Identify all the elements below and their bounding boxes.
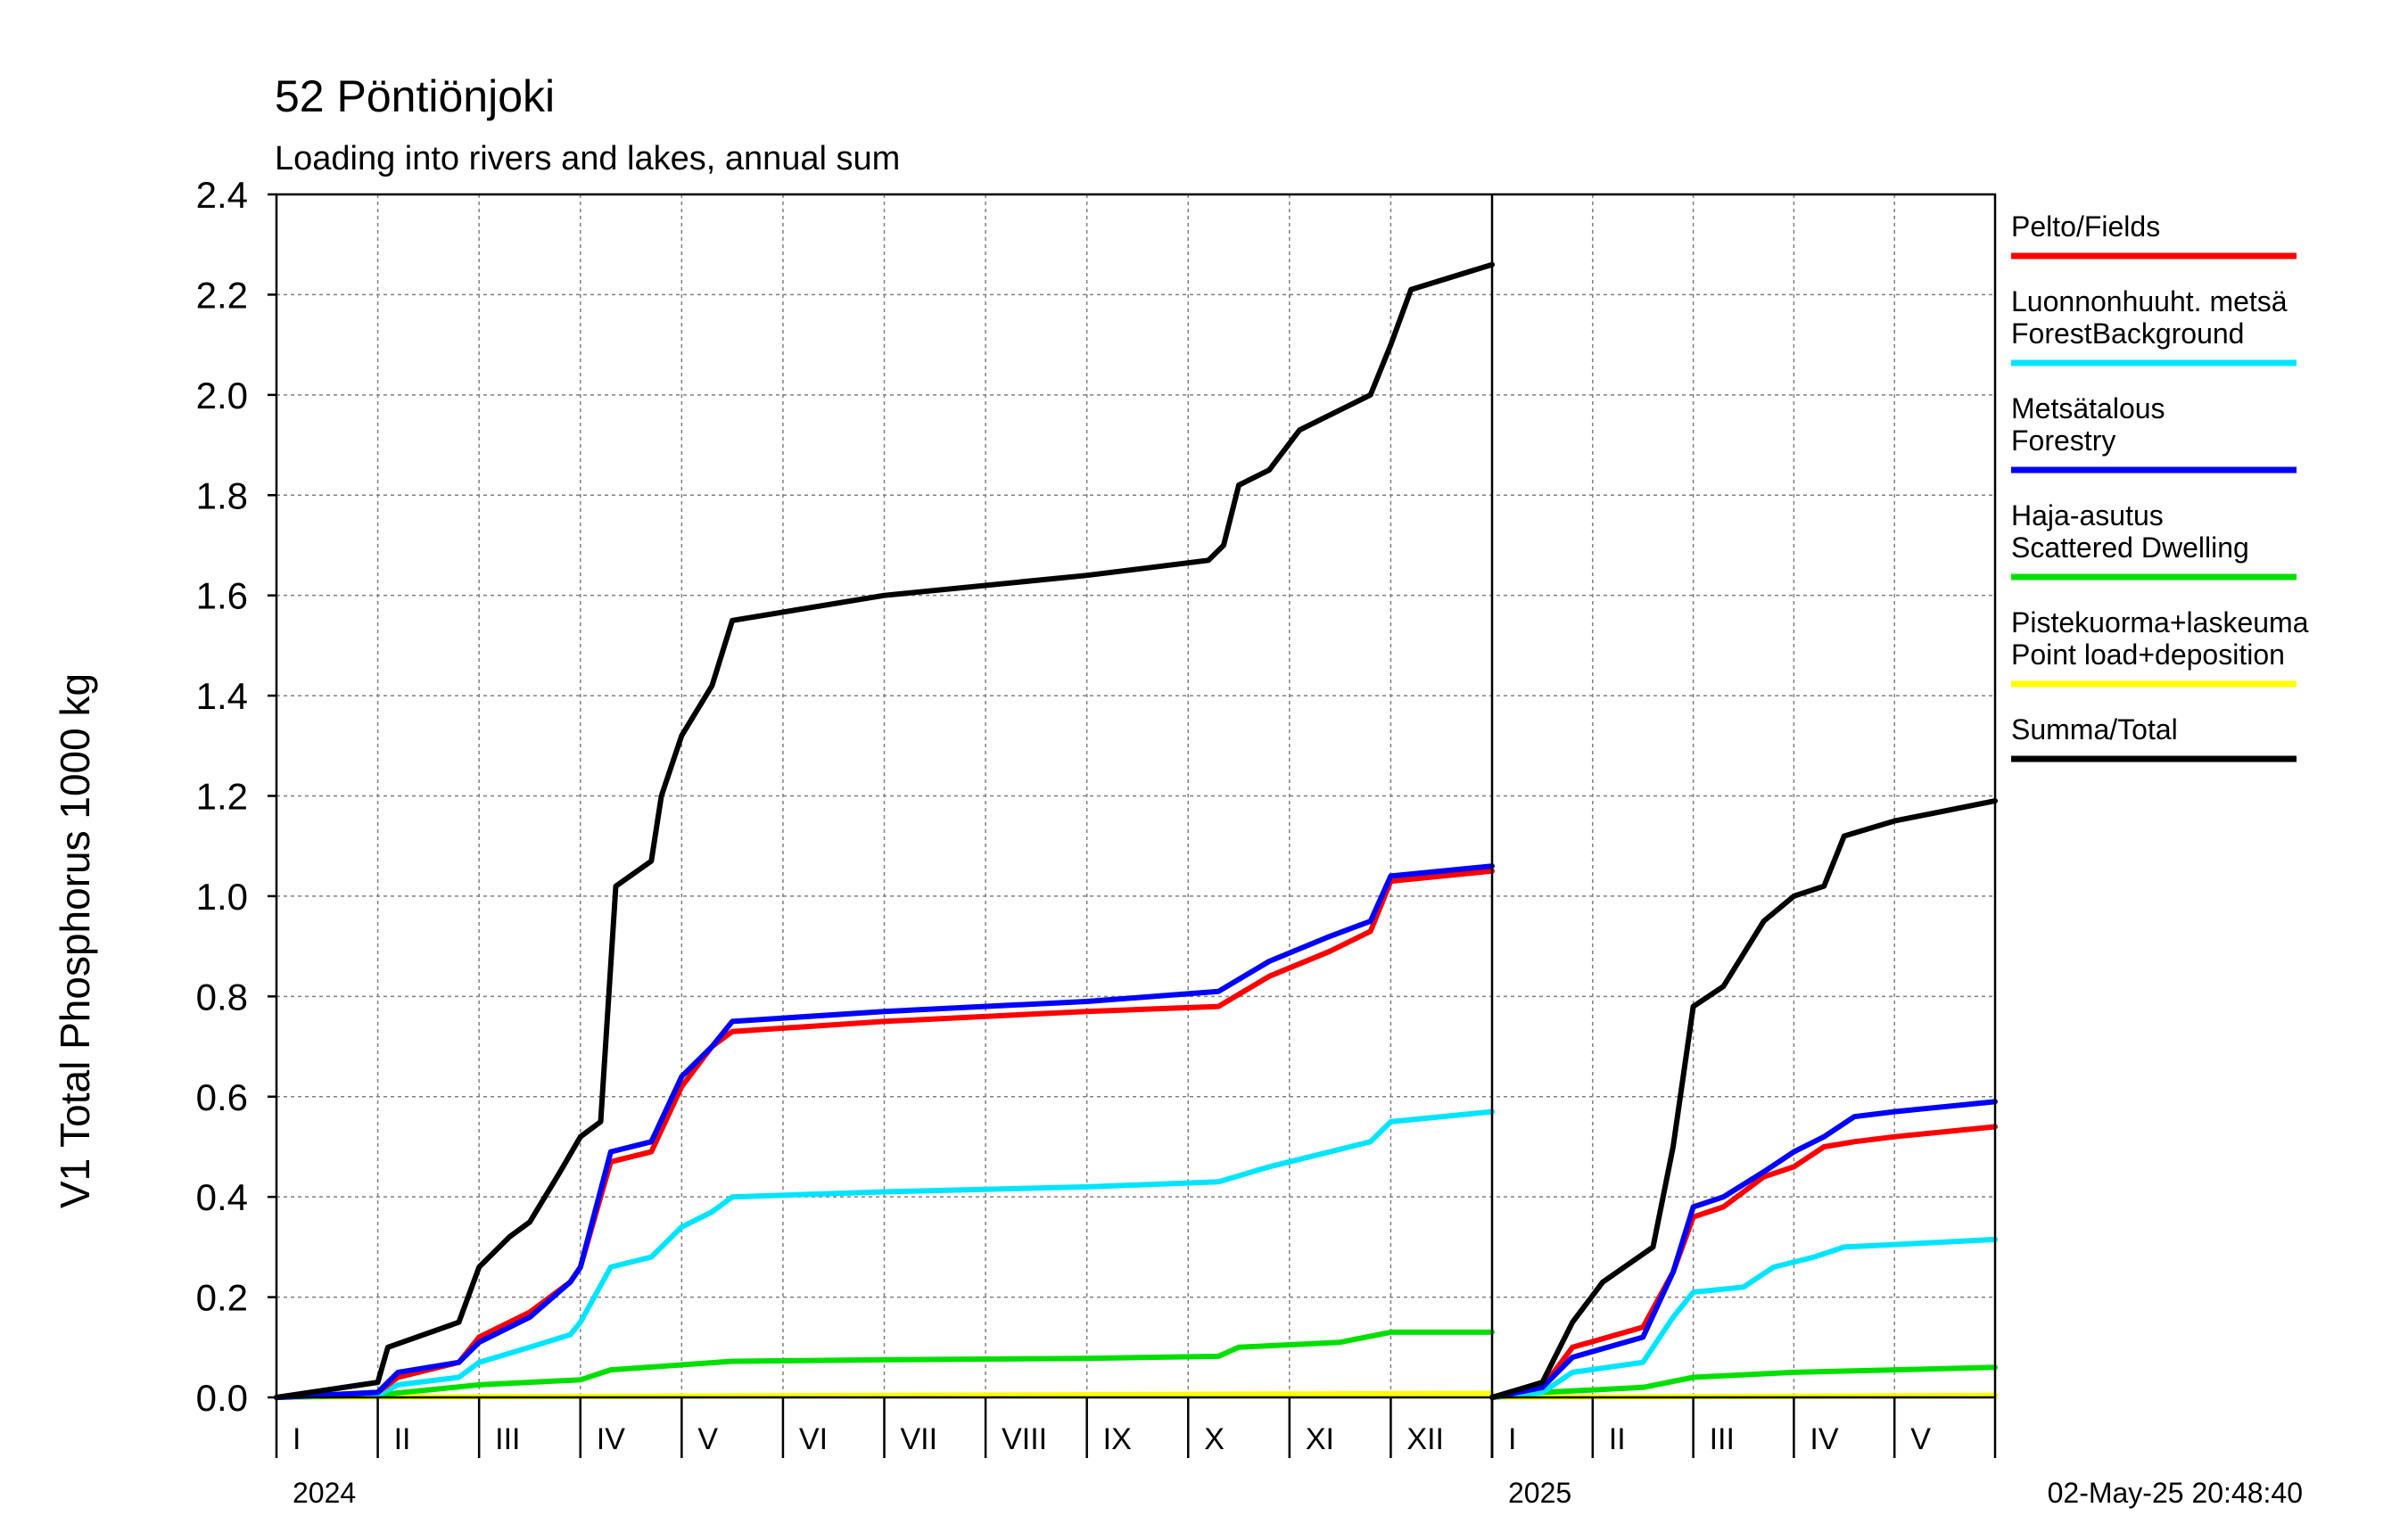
y-tick-label: 0.8: [196, 976, 248, 1018]
month-label: V: [697, 1422, 718, 1456]
y-tick-label: 2.4: [196, 174, 248, 216]
month-label: II: [394, 1422, 411, 1456]
series-scattered-dwelling-2025: [1489, 1364, 1998, 1400]
y-tick-label: 0.6: [196, 1076, 248, 1118]
legend-label: Luonnonhuuht. metsä: [2011, 285, 2288, 317]
legend-label: Haja-asutus: [2011, 499, 2164, 531]
legend: Pelto/Fields Luonnonhuuht. metsäForestBac…: [2011, 210, 2309, 762]
month-label: IX: [1103, 1422, 1132, 1456]
month-label: VII: [901, 1422, 938, 1456]
y-tick-label: 0.4: [196, 1176, 248, 1218]
month-label: X: [1204, 1422, 1225, 1456]
series-forestry-2024: [274, 863, 1495, 1400]
month-label: XII: [1406, 1422, 1444, 1456]
y-axis-label: V1 Total Phosphorus 1000 kg: [52, 673, 98, 1208]
series-scattered-dwelling-2024: [274, 1329, 1495, 1400]
y-tick-label: 1.8: [196, 474, 248, 516]
plot-frame: [275, 193, 1997, 1458]
legend-label: Pistekuorma+laskeuma: [2011, 606, 2309, 639]
grid: [276, 194, 1995, 1398]
legend-label: Pelto/Fields: [2011, 210, 2160, 243]
y-tick-label: 1.2: [196, 776, 248, 818]
month-label: VIII: [1002, 1422, 1047, 1456]
legend-label: Summa/Total: [2011, 713, 2178, 746]
y-tick-label: 2.0: [196, 375, 248, 416]
month-label: III: [495, 1422, 520, 1456]
y-tick-label: 2.2: [196, 274, 248, 316]
legend-label: Scattered Dwelling: [2011, 531, 2249, 564]
series-total-2024: [274, 261, 1495, 1400]
legend-item-fields: Pelto/Fields: [2011, 210, 2297, 260]
plot-series: [274, 261, 1998, 1400]
year-label: 2025: [1508, 1477, 1571, 1509]
y-tick-label: 0.2: [196, 1277, 248, 1319]
legend-label: Metsätalous: [2011, 392, 2165, 424]
month-label: XI: [1306, 1422, 1334, 1456]
legend-item-total: Summa/Total: [2011, 713, 2297, 762]
series-fields-2025: [1489, 1124, 1998, 1400]
series-forestry-2025: [1489, 1099, 1998, 1400]
chart-title: 52 Pöntiönjoki: [275, 71, 555, 121]
legend-label: ForestBackground: [2011, 317, 2244, 350]
month-label: I: [293, 1422, 301, 1456]
month-label: IV: [597, 1422, 625, 1456]
y-axis-ticks: 0.0 0.2 0.4 0.6 0.8 1.0 1.2 1.4 1.6 1.8 2.0 2.2 2.4: [196, 174, 276, 1419]
month-label: III: [1710, 1422, 1735, 1456]
legend-label: Point load+deposition: [2011, 639, 2285, 671]
series-forest-background-2025: [1489, 1236, 1998, 1400]
month-label: VI: [799, 1422, 828, 1456]
y-tick-label: 1.6: [196, 575, 248, 617]
legend-label: Forestry: [2011, 424, 2115, 457]
month-label: II: [1609, 1422, 1626, 1456]
month-label: I: [1508, 1422, 1516, 1456]
chart-subtitle: Loading into rivers and lakes, annual su…: [275, 140, 900, 177]
timestamp: 02-May-25 20:48:40: [2048, 1477, 2303, 1509]
year-label: 2024: [293, 1477, 356, 1509]
y-tick-label: 0.0: [196, 1377, 248, 1419]
month-label: IV: [1810, 1422, 1838, 1456]
y-tick-label: 1.0: [196, 876, 248, 918]
series-forest-background-2024: [274, 1108, 1495, 1400]
series-total-2025: [1489, 798, 1998, 1400]
month-label: V: [1910, 1422, 1931, 1456]
y-tick-label: 1.4: [196, 675, 248, 717]
